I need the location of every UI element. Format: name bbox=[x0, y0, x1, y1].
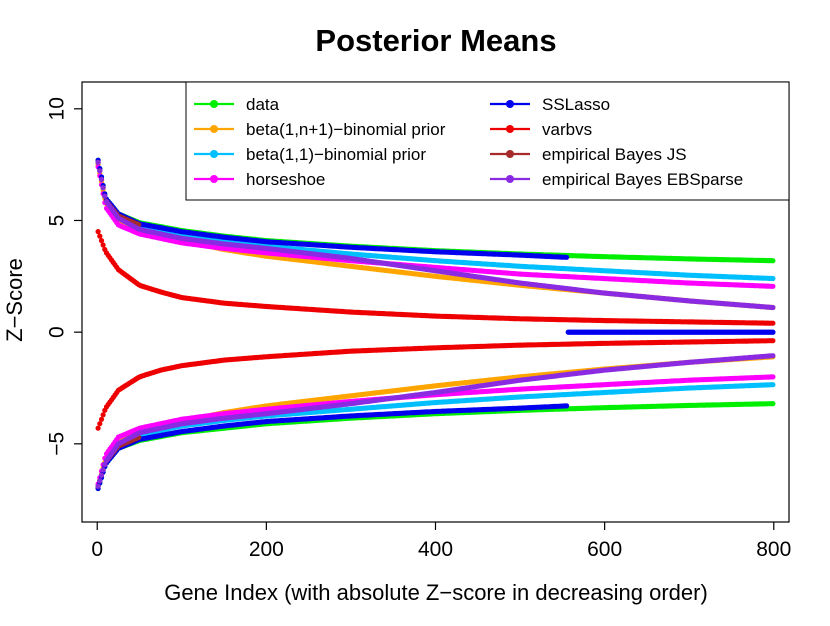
series-data bbox=[95, 157, 776, 492]
point bbox=[770, 283, 776, 289]
point bbox=[770, 329, 776, 335]
series-horseshoe bbox=[95, 164, 776, 487]
point bbox=[770, 374, 776, 380]
axis-ticks: 0 200 400 600 800 −5 0 5 10 bbox=[46, 97, 792, 561]
point bbox=[98, 416, 105, 422]
data-points bbox=[95, 157, 776, 492]
point bbox=[98, 176, 105, 182]
y-tick-label: 0 bbox=[46, 326, 69, 338]
point bbox=[95, 229, 101, 235]
x-axis-label: Gene Index (with absolute Z−score in dec… bbox=[164, 580, 708, 605]
point bbox=[564, 403, 570, 409]
point bbox=[770, 275, 776, 282]
point bbox=[564, 254, 570, 260]
y-tick-label: −5 bbox=[46, 432, 69, 456]
point bbox=[100, 185, 106, 191]
point bbox=[100, 467, 106, 473]
series-sslasso bbox=[95, 157, 776, 492]
series-beta-1-n-1-binomial-prior bbox=[95, 162, 776, 489]
x-tick-label: 400 bbox=[418, 538, 453, 561]
point bbox=[770, 258, 776, 264]
y-tick-label: 5 bbox=[46, 215, 69, 227]
x-tick-label: 0 bbox=[91, 538, 103, 561]
series-empirical-bayes-ebsparse bbox=[95, 159, 776, 489]
point bbox=[100, 242, 106, 248]
point bbox=[770, 382, 776, 388]
point bbox=[98, 472, 105, 478]
point bbox=[102, 193, 108, 199]
chart-title: Posterior Means bbox=[315, 23, 556, 58]
point bbox=[97, 233, 103, 239]
point bbox=[770, 338, 776, 344]
point bbox=[97, 478, 103, 484]
x-tick-label: 600 bbox=[587, 538, 622, 561]
point bbox=[95, 425, 101, 431]
y-tick-label: 10 bbox=[46, 97, 69, 120]
y-axis-label: Z−Score bbox=[2, 258, 27, 342]
point bbox=[95, 159, 101, 165]
point bbox=[100, 412, 106, 418]
x-tick-label: 200 bbox=[249, 538, 284, 561]
point bbox=[770, 320, 776, 326]
point bbox=[770, 401, 776, 407]
x-tick-label: 800 bbox=[756, 538, 791, 561]
point bbox=[97, 168, 103, 174]
point bbox=[95, 483, 101, 489]
series-beta-1-1-binomial-prior bbox=[95, 159, 776, 489]
